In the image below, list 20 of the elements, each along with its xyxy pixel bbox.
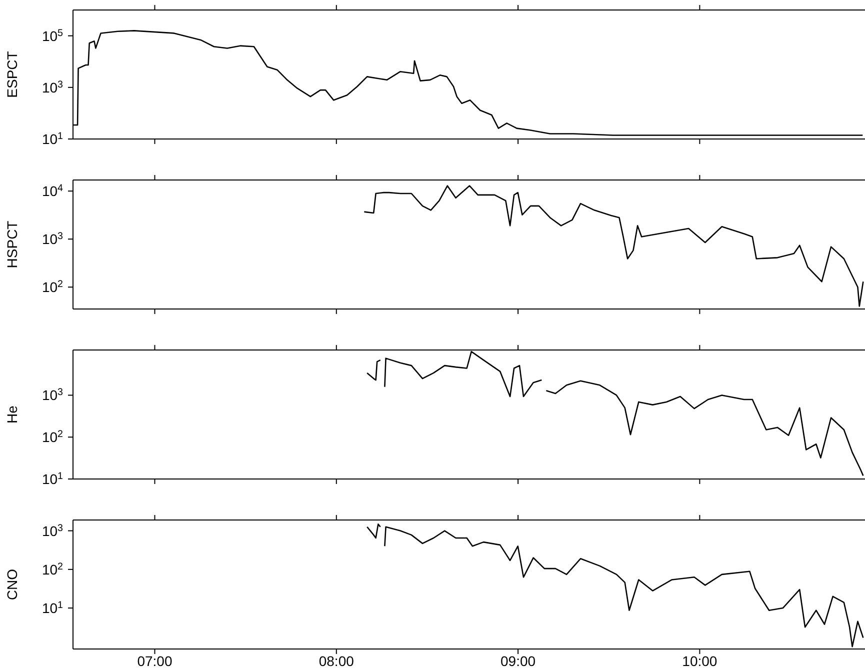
y-tick-label: 10$^{3}$ bbox=[42, 522, 64, 539]
y-tick-label: 10$^{1}$ bbox=[42, 470, 63, 487]
y-tick-label: 10$^{3}$ bbox=[42, 386, 64, 404]
y-axis-title: ESPCT bbox=[4, 50, 20, 98]
y-tick-label: 10$^{5}$ bbox=[42, 27, 64, 44]
y-tick-label: 10$^{3}$ bbox=[42, 230, 64, 248]
y-axis-title: CNO bbox=[4, 568, 20, 600]
y-tick-label: 10$^{1}$ bbox=[42, 130, 63, 147]
x-tick-label: 09:00 bbox=[500, 652, 536, 669]
y-tick-label: 10$^{2}$ bbox=[42, 560, 63, 578]
y-axis-title: He bbox=[4, 405, 20, 424]
y-tick-label: 10$^{2}$ bbox=[42, 278, 63, 296]
y-tick-label: 10$^{1}$ bbox=[42, 600, 63, 616]
x-tick-label: 07:00 bbox=[137, 652, 172, 669]
y-tick-label: 10$^{3}$ bbox=[42, 78, 64, 96]
y-tick-label: 10$^{2}$ bbox=[42, 428, 63, 446]
y-tick-label: 10$^{4}$ bbox=[42, 182, 64, 200]
x-tick-label: 08:00 bbox=[318, 652, 354, 669]
y-axis-title: HSPCT bbox=[4, 220, 20, 268]
x-tick-label: 10:00 bbox=[682, 652, 718, 669]
